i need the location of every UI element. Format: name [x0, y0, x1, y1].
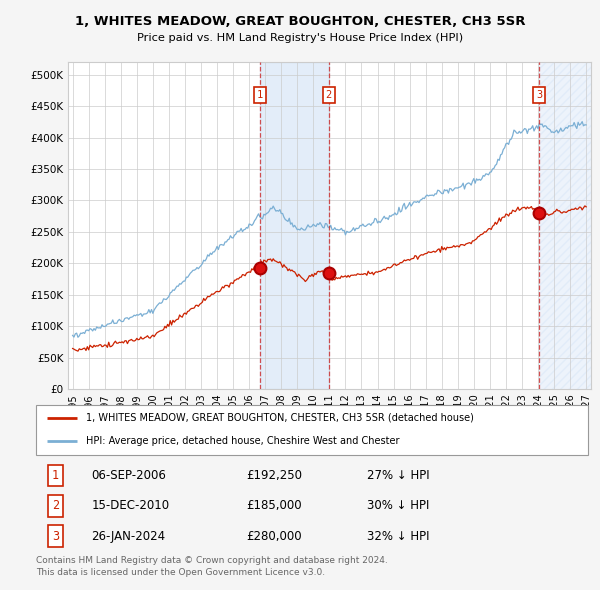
Text: £280,000: £280,000: [246, 530, 301, 543]
Text: 1, WHITES MEADOW, GREAT BOUGHTON, CHESTER, CH3 5SR (detached house): 1, WHITES MEADOW, GREAT BOUGHTON, CHESTE…: [86, 413, 473, 423]
Text: £192,250: £192,250: [246, 469, 302, 482]
Text: This data is licensed under the Open Government Licence v3.0.: This data is licensed under the Open Gov…: [36, 568, 325, 577]
Text: 1: 1: [257, 90, 263, 100]
Text: 2: 2: [326, 90, 332, 100]
Text: 2: 2: [52, 499, 59, 513]
FancyBboxPatch shape: [36, 405, 588, 455]
Text: 27% ↓ HPI: 27% ↓ HPI: [367, 469, 430, 482]
Text: 1, WHITES MEADOW, GREAT BOUGHTON, CHESTER, CH3 5SR: 1, WHITES MEADOW, GREAT BOUGHTON, CHESTE…: [75, 15, 525, 28]
Text: 32% ↓ HPI: 32% ↓ HPI: [367, 530, 430, 543]
Text: 15-DEC-2010: 15-DEC-2010: [91, 499, 169, 513]
Text: 26-JAN-2024: 26-JAN-2024: [91, 530, 166, 543]
Bar: [539, 62, 599, 389]
Text: Price paid vs. HM Land Registry's House Price Index (HPI): Price paid vs. HM Land Registry's House …: [137, 33, 463, 43]
Text: 06-SEP-2006: 06-SEP-2006: [91, 469, 166, 482]
Bar: [260, 62, 329, 389]
Text: HPI: Average price, detached house, Cheshire West and Chester: HPI: Average price, detached house, Ches…: [86, 437, 399, 447]
Text: 3: 3: [52, 530, 59, 543]
Text: 3: 3: [536, 90, 542, 100]
Text: 1: 1: [52, 469, 59, 482]
Text: Contains HM Land Registry data © Crown copyright and database right 2024.: Contains HM Land Registry data © Crown c…: [36, 556, 388, 565]
Text: 30% ↓ HPI: 30% ↓ HPI: [367, 499, 430, 513]
Text: £185,000: £185,000: [246, 499, 301, 513]
